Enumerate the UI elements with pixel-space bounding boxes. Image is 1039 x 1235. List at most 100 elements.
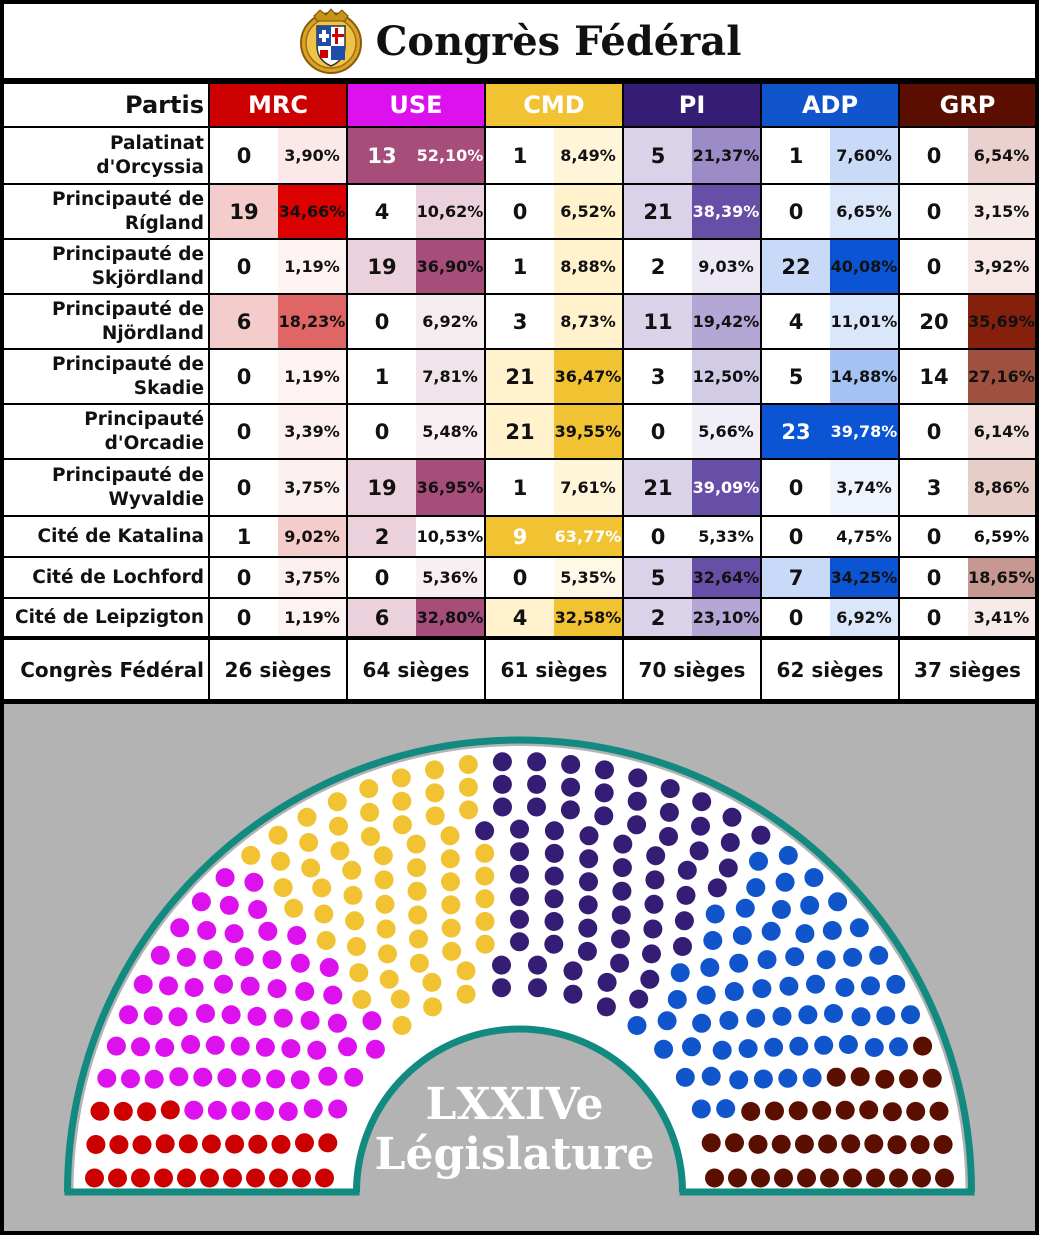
- seat-dot-mrc: [269, 1168, 288, 1188]
- seat-dot-adp: [761, 921, 781, 941]
- seat-dot-adp: [795, 924, 815, 944]
- seat-dot-use: [323, 985, 343, 1005]
- seat-dot-pi: [561, 755, 581, 774]
- legislature-label: Législature: [375, 1129, 655, 1180]
- vote-share: 39,55%: [554, 405, 622, 458]
- seat-dot-mrc: [223, 1168, 242, 1188]
- vote-share: 7,61%: [554, 460, 622, 515]
- seat-dot-grp: [935, 1168, 954, 1188]
- seat-dot-grp: [912, 1168, 931, 1188]
- seat-dot-use: [241, 1068, 261, 1088]
- seat-dot-use: [231, 1101, 251, 1121]
- seat-dot-grp: [728, 1168, 747, 1188]
- party-header-adp: ADP: [762, 84, 898, 126]
- legislature-number: LXXIVe: [426, 1079, 604, 1130]
- vote-share: 3,15%: [968, 185, 1035, 238]
- seat-dot-pi: [612, 881, 632, 901]
- seat-count: 3: [486, 295, 554, 348]
- seat-dot-use: [119, 1005, 138, 1025]
- seat-dot-cmd: [360, 802, 380, 822]
- seat-dot-pi: [645, 870, 665, 890]
- party-header-use: USE: [348, 84, 484, 126]
- vote-share: 5,33%: [692, 517, 760, 556]
- vote-share: 3,90%: [278, 128, 346, 183]
- seat-dot-pi: [627, 791, 647, 811]
- seat-count: 21: [624, 185, 692, 238]
- seat-dot-adp: [869, 945, 889, 965]
- seat-dot-adp: [800, 895, 820, 915]
- seat-dot-pi: [475, 821, 495, 841]
- vote-share: 23,10%: [692, 599, 760, 636]
- vote-share: 3,92%: [968, 240, 1035, 293]
- vote-share: 3,41%: [968, 599, 1035, 636]
- vote-share: 6,92%: [830, 599, 898, 636]
- seat-dot-cmd: [425, 783, 445, 803]
- seat-count: 0: [624, 517, 692, 556]
- seat-count: 0: [210, 405, 278, 458]
- seat-dot-use: [365, 1039, 385, 1059]
- seat-dot-pi: [527, 752, 547, 772]
- seat-count: 1: [210, 517, 278, 556]
- seat-dot-use: [203, 950, 223, 970]
- seat-dot-mrc: [113, 1101, 133, 1121]
- seat-dot-pi: [528, 955, 547, 975]
- seat-dot-pi: [544, 889, 564, 909]
- region-label: Palatinat d'Orcyssia: [4, 128, 208, 183]
- seat-dot-grp: [820, 1168, 839, 1188]
- vote-share: 8,49%: [554, 128, 622, 183]
- seat-dot-grp: [910, 1135, 930, 1155]
- seat-dot-grp: [882, 1102, 902, 1122]
- vote-share: 36,95%: [416, 460, 484, 515]
- seat-count: 0: [900, 128, 968, 183]
- seat-dot-pi: [660, 779, 680, 799]
- seat-dot-cmd: [375, 894, 395, 914]
- seat-dot-grp: [864, 1134, 884, 1154]
- vote-share: 32,64%: [692, 558, 760, 597]
- seat-dot-adp: [889, 1037, 908, 1057]
- seat-dot-grp: [875, 1069, 895, 1089]
- seat-count: 0: [900, 240, 968, 293]
- seat-dot-use: [344, 1067, 364, 1087]
- seat-dot-adp: [735, 898, 755, 918]
- seat-dot-pi: [510, 864, 529, 884]
- seat-dot-pi: [613, 834, 633, 854]
- title-bar: Congrès Fédéral: [4, 4, 1035, 78]
- seat-dot-cmd: [392, 815, 412, 835]
- seat-dot-use: [248, 900, 268, 919]
- seat-dot-pi: [578, 895, 598, 915]
- vote-share: 7,60%: [830, 128, 898, 183]
- vote-share: 32,58%: [554, 599, 622, 636]
- seat-dot-grp: [797, 1168, 816, 1188]
- seat-dot-grp: [748, 1134, 768, 1154]
- seat-dot-adp: [746, 1008, 766, 1028]
- seat-dot-use: [143, 1006, 163, 1026]
- seat-dot-pi: [707, 878, 727, 898]
- seat-count: 2: [624, 240, 692, 293]
- seat-dot-cmd: [475, 934, 495, 954]
- seat-dot-adp: [657, 1011, 677, 1031]
- seat-dot-use: [266, 1069, 286, 1089]
- seat-dot-pi: [544, 912, 564, 931]
- seat-dot-use: [290, 1070, 310, 1090]
- vote-share: 1,19%: [278, 240, 346, 293]
- seat-dot-pi: [493, 797, 512, 817]
- seat-dot-adp: [716, 1099, 736, 1119]
- vote-share: 36,90%: [416, 240, 484, 293]
- seat-dot-cmd: [373, 846, 393, 866]
- seat-dot-cmd: [425, 806, 445, 826]
- seat-dot-mrc: [225, 1134, 245, 1154]
- seat-dot-pi: [676, 885, 696, 905]
- seat-dot-adp: [738, 1039, 758, 1059]
- seat-dot-use: [207, 1100, 227, 1120]
- seat-dot-cmd: [423, 997, 443, 1017]
- seat-dot-use: [217, 1068, 237, 1088]
- seat-dot-pi: [644, 894, 664, 914]
- seat-dot-pi: [563, 984, 583, 1004]
- seat-count: 0: [624, 405, 692, 458]
- seat-dot-cmd: [392, 1016, 412, 1035]
- seat-dot-pi: [510, 819, 529, 839]
- seat-dot-pi: [544, 821, 564, 841]
- seat-dot-use: [170, 918, 190, 938]
- vote-share: 34,25%: [830, 558, 898, 597]
- seat-count: 0: [348, 295, 416, 348]
